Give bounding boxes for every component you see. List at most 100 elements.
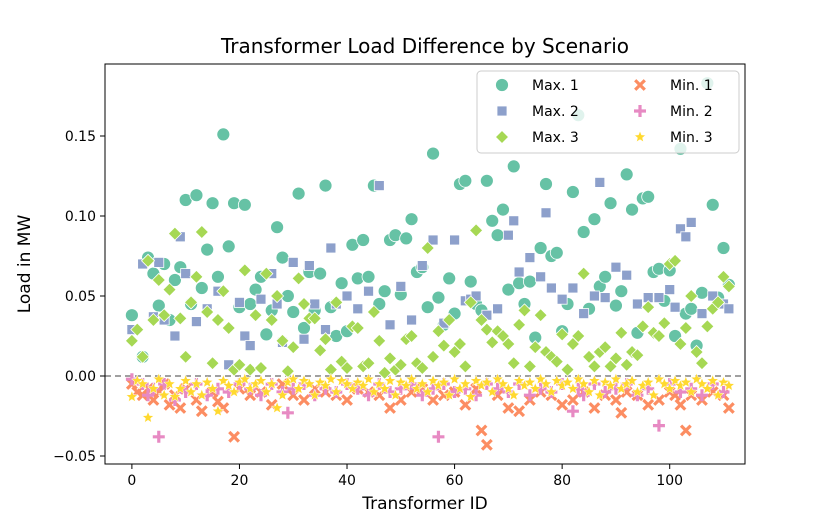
data-point-max1 bbox=[399, 231, 414, 246]
legend-label-min2: Min. 2 bbox=[670, 104, 713, 120]
data-point-max2 bbox=[298, 333, 310, 345]
data-point-min3 bbox=[303, 377, 316, 390]
data-point-max1 bbox=[243, 297, 258, 311]
data-point-min1 bbox=[674, 398, 687, 411]
data-point-max1 bbox=[211, 269, 225, 284]
data-point-min3 bbox=[378, 382, 392, 395]
data-point-min1 bbox=[642, 398, 655, 411]
data-point-min3 bbox=[200, 375, 214, 388]
data-point-min3 bbox=[566, 382, 580, 395]
data-point-min3 bbox=[130, 374, 144, 387]
data-point-max3 bbox=[124, 333, 139, 348]
data-point-max1 bbox=[496, 202, 510, 217]
data-point-min3 bbox=[647, 388, 660, 401]
data-point-max1 bbox=[361, 269, 376, 284]
data-point-max1 bbox=[313, 266, 328, 281]
data-point-max3 bbox=[678, 320, 693, 336]
data-point-max1 bbox=[216, 127, 231, 142]
data-point-min3 bbox=[259, 385, 273, 398]
data-point-min3 bbox=[227, 385, 241, 398]
data-point-max3 bbox=[549, 354, 564, 369]
data-point-max2 bbox=[556, 293, 568, 305]
data-point-max3 bbox=[668, 253, 683, 268]
data-point-min3 bbox=[502, 382, 515, 395]
data-point-max2 bbox=[416, 260, 428, 272]
data-point-min3 bbox=[184, 385, 198, 398]
data-point-max3 bbox=[393, 357, 408, 372]
data-point-max1 bbox=[539, 177, 553, 191]
data-point-max3 bbox=[614, 325, 629, 340]
data-point-min3 bbox=[141, 410, 155, 424]
data-point-max2 bbox=[610, 261, 622, 273]
data-point-max1 bbox=[576, 225, 591, 239]
data-point-max3 bbox=[404, 328, 419, 344]
data-point-max3 bbox=[420, 240, 435, 256]
data-point-max3 bbox=[372, 333, 387, 348]
y-tick-label: 0.05 bbox=[65, 289, 96, 305]
data-point-max2 bbox=[653, 292, 665, 304]
data-point-min3 bbox=[157, 388, 171, 401]
data-point-min2 bbox=[142, 389, 155, 402]
data-point-min3 bbox=[582, 385, 596, 398]
data-point-min1 bbox=[502, 402, 515, 414]
legend-item-max2: Max. 2 bbox=[496, 104, 579, 120]
legend-item-min1: Min. 1 bbox=[634, 78, 713, 94]
data-point-max2 bbox=[621, 269, 633, 281]
data-point-min3 bbox=[168, 390, 182, 403]
data-point-max3 bbox=[275, 333, 290, 348]
data-point-min3 bbox=[216, 374, 230, 387]
data-point-max3 bbox=[587, 359, 602, 374]
data-point-max1 bbox=[603, 196, 618, 211]
data-point-max1 bbox=[705, 197, 720, 212]
data-point-max1 bbox=[286, 305, 301, 319]
data-point-min3 bbox=[125, 390, 139, 403]
data-point-min3 bbox=[292, 382, 305, 395]
data-point-min3 bbox=[238, 372, 252, 385]
data-point-max2 bbox=[669, 301, 681, 313]
data-point-min3 bbox=[405, 372, 418, 385]
data-point-max2 bbox=[363, 285, 374, 297]
data-point-max1 bbox=[356, 233, 371, 247]
data-point-max3 bbox=[366, 304, 381, 320]
data-point-max3 bbox=[361, 356, 376, 371]
y-tick-label: 0.15 bbox=[65, 129, 96, 145]
data-point-max3 bbox=[506, 356, 521, 371]
data-point-max2 bbox=[153, 256, 165, 268]
data-point-max1 bbox=[426, 146, 440, 161]
data-point-max3 bbox=[189, 269, 204, 284]
data-point-max2 bbox=[191, 316, 202, 328]
data-point-max3 bbox=[512, 317, 527, 332]
data-point-max3 bbox=[522, 359, 537, 374]
data-point-max1 bbox=[549, 245, 564, 260]
data-point-max1 bbox=[695, 285, 709, 300]
data-point-max1 bbox=[625, 202, 639, 217]
data-point-min3 bbox=[265, 377, 279, 390]
data-point-min1 bbox=[195, 405, 208, 418]
legend-marker-min2 bbox=[634, 105, 646, 117]
data-point-max1 bbox=[619, 167, 634, 182]
data-point-min3 bbox=[372, 377, 386, 390]
data-point-min1 bbox=[566, 394, 579, 406]
data-point-max2 bbox=[406, 314, 417, 326]
data-point-min1 bbox=[298, 394, 310, 406]
data-point-min3 bbox=[469, 374, 483, 387]
data-point-max2 bbox=[696, 308, 708, 320]
data-point-max1 bbox=[270, 220, 285, 235]
data-point-min2 bbox=[281, 406, 294, 419]
data-point-max2 bbox=[303, 260, 315, 272]
legend: Max. 1 Min. 1 Max. 2 Min. 2 Max. 3 Min. 3 bbox=[476, 70, 740, 154]
data-point-max1 bbox=[221, 239, 236, 254]
data-point-min3 bbox=[394, 375, 408, 388]
data-point-min3 bbox=[722, 378, 736, 392]
y-axis-title: Load in MW bbox=[15, 215, 35, 314]
data-point-min1 bbox=[679, 424, 692, 437]
data-point-max2 bbox=[524, 252, 536, 264]
data-point-max3 bbox=[216, 284, 231, 299]
series-min3 bbox=[125, 372, 736, 424]
data-point-max2 bbox=[492, 303, 504, 315]
data-point-max1 bbox=[189, 188, 204, 203]
data-point-min3 bbox=[190, 377, 203, 390]
data-point-max1 bbox=[522, 274, 537, 289]
data-point-min3 bbox=[512, 374, 526, 387]
data-point-max3 bbox=[528, 340, 543, 355]
